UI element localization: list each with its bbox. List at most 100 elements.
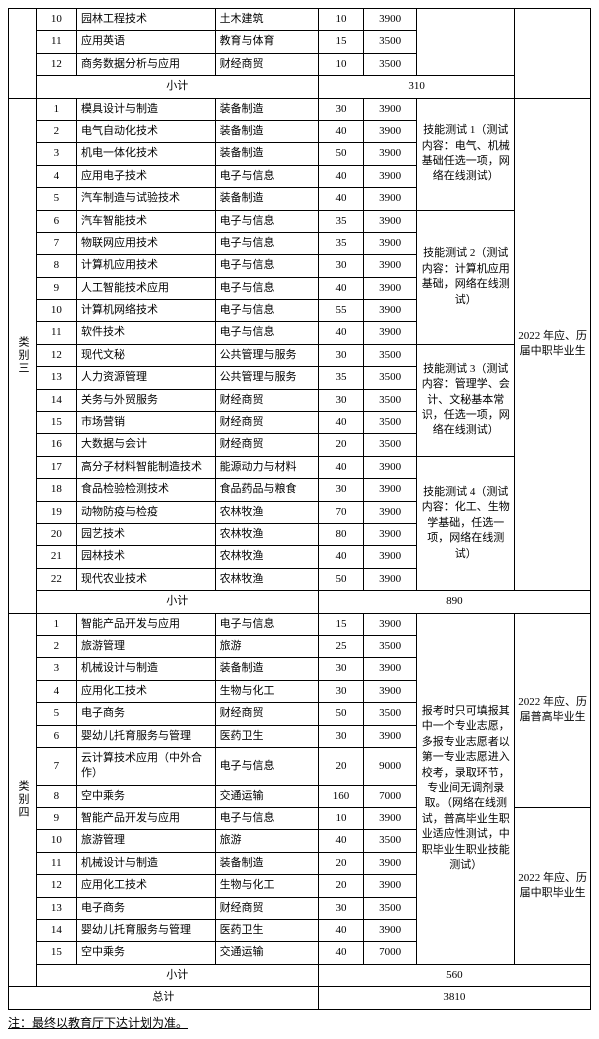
field-name: 装备制造 [215,98,318,120]
tuition-fee: 3500 [364,344,417,366]
plan-number: 50 [318,143,363,165]
plan-number: 30 [318,725,363,747]
row-index: 22 [36,568,76,590]
field-name: 电子与信息 [215,808,318,830]
plan-number: 40 [318,412,363,434]
plan-number: 30 [318,658,363,680]
tuition-fee: 3900 [364,277,417,299]
major-name: 人力资源管理 [77,367,216,389]
row-index: 9 [36,277,76,299]
plan-number: 30 [318,389,363,411]
major-name: 机电一体化技术 [77,143,216,165]
major-name: 空中乘务 [77,785,216,807]
table-row: 总计3810 [9,987,591,1009]
field-name: 电子与信息 [215,613,318,635]
row-index: 7 [36,232,76,254]
test-description: 技能测试 4（测试内容：化工、生物学基础，任选一项，网络在线测试） [417,456,515,590]
major-name: 应用化工技术 [77,875,216,897]
major-name: 空中乘务 [77,942,216,964]
plan-number: 20 [318,852,363,874]
tuition-fee: 3900 [364,523,417,545]
plan-number: 30 [318,255,363,277]
field-name: 公共管理与服务 [215,344,318,366]
plan-number: 10 [318,9,363,31]
tuition-fee: 3500 [364,31,417,53]
test-description: 技能测试 1（测试内容：电气、机械基础任选一项，网络在线测试） [417,98,515,210]
row-index: 11 [36,31,76,53]
subtotal-value: 310 [318,76,515,98]
row-index: 14 [36,389,76,411]
plan-number: 40 [318,322,363,344]
tuition-fee: 3500 [364,389,417,411]
row-index: 12 [36,53,76,75]
plan-number: 15 [318,613,363,635]
major-name: 电子商务 [77,897,216,919]
plan-number: 40 [318,188,363,210]
tuition-fee: 3900 [364,456,417,478]
field-name: 财经商贸 [215,412,318,434]
row-index: 10 [36,9,76,31]
row-index: 1 [36,613,76,635]
tuition-fee: 9000 [364,747,417,785]
row-index: 6 [36,210,76,232]
row-index: 7 [36,747,76,785]
tuition-fee: 3900 [364,120,417,142]
row-index: 4 [36,165,76,187]
major-name: 婴幼儿托育服务与管理 [77,725,216,747]
tuition-fee: 3500 [364,434,417,456]
tuition-fee: 3900 [364,255,417,277]
field-name: 医药卫生 [215,725,318,747]
tuition-fee: 3900 [364,165,417,187]
field-name: 财经商贸 [215,53,318,75]
major-name: 模具设计与制造 [77,98,216,120]
field-name: 旅游 [215,830,318,852]
row-index: 12 [36,875,76,897]
tuition-fee: 3900 [364,98,417,120]
major-name: 机械设计与制造 [77,852,216,874]
tuition-fee: 3900 [364,9,417,31]
plan-number: 50 [318,568,363,590]
row-index: 8 [36,255,76,277]
plan-number: 20 [318,875,363,897]
field-name: 教育与体育 [215,31,318,53]
table-row: 17高分子材料智能制造技术能源动力与材料403900技能测试 4（测试内容：化工… [9,456,591,478]
field-name: 财经商贸 [215,389,318,411]
row-index: 21 [36,546,76,568]
table-row: 6汽车智能技术电子与信息353900技能测试 2（测试内容：计算机应用基础，网络… [9,210,591,232]
plan-number: 40 [318,942,363,964]
row-index: 15 [36,412,76,434]
table-row: 12现代文秘公共管理与服务303500技能测试 3（测试内容：管理学、会计、文秘… [9,344,591,366]
field-name: 公共管理与服务 [215,367,318,389]
plan-number: 15 [318,31,363,53]
table-row: 小计890 [9,591,591,613]
tuition-fee: 3900 [364,188,417,210]
tuition-fee: 3900 [364,875,417,897]
major-name: 关务与外贸服务 [77,389,216,411]
field-name: 食品药品与粮食 [215,479,318,501]
plan-number: 40 [318,456,363,478]
major-name: 婴幼儿托育服务与管理 [77,920,216,942]
field-name: 生物与化工 [215,680,318,702]
major-name: 人工智能技术应用 [77,277,216,299]
row-index: 6 [36,725,76,747]
field-name: 装备制造 [215,852,318,874]
student-note: 2022 年应、历届中职毕业生 [515,98,591,591]
major-name: 应用电子技术 [77,165,216,187]
subtotal-value: 560 [318,964,590,986]
field-name: 土木建筑 [215,9,318,31]
major-name: 物联网应用技术 [77,232,216,254]
row-index: 17 [36,456,76,478]
major-name: 现代农业技术 [77,568,216,590]
tuition-fee: 3900 [364,613,417,635]
row-index: 18 [36,479,76,501]
field-name: 装备制造 [215,120,318,142]
total-value: 3810 [318,987,590,1009]
test-cell [417,9,515,76]
field-name: 旅游 [215,635,318,657]
table-row: 小计310 [9,76,591,98]
plan-number: 40 [318,165,363,187]
category-cell [9,9,37,99]
plan-number: 30 [318,680,363,702]
category-label: 类别三 [9,98,37,613]
field-name: 电子与信息 [215,300,318,322]
